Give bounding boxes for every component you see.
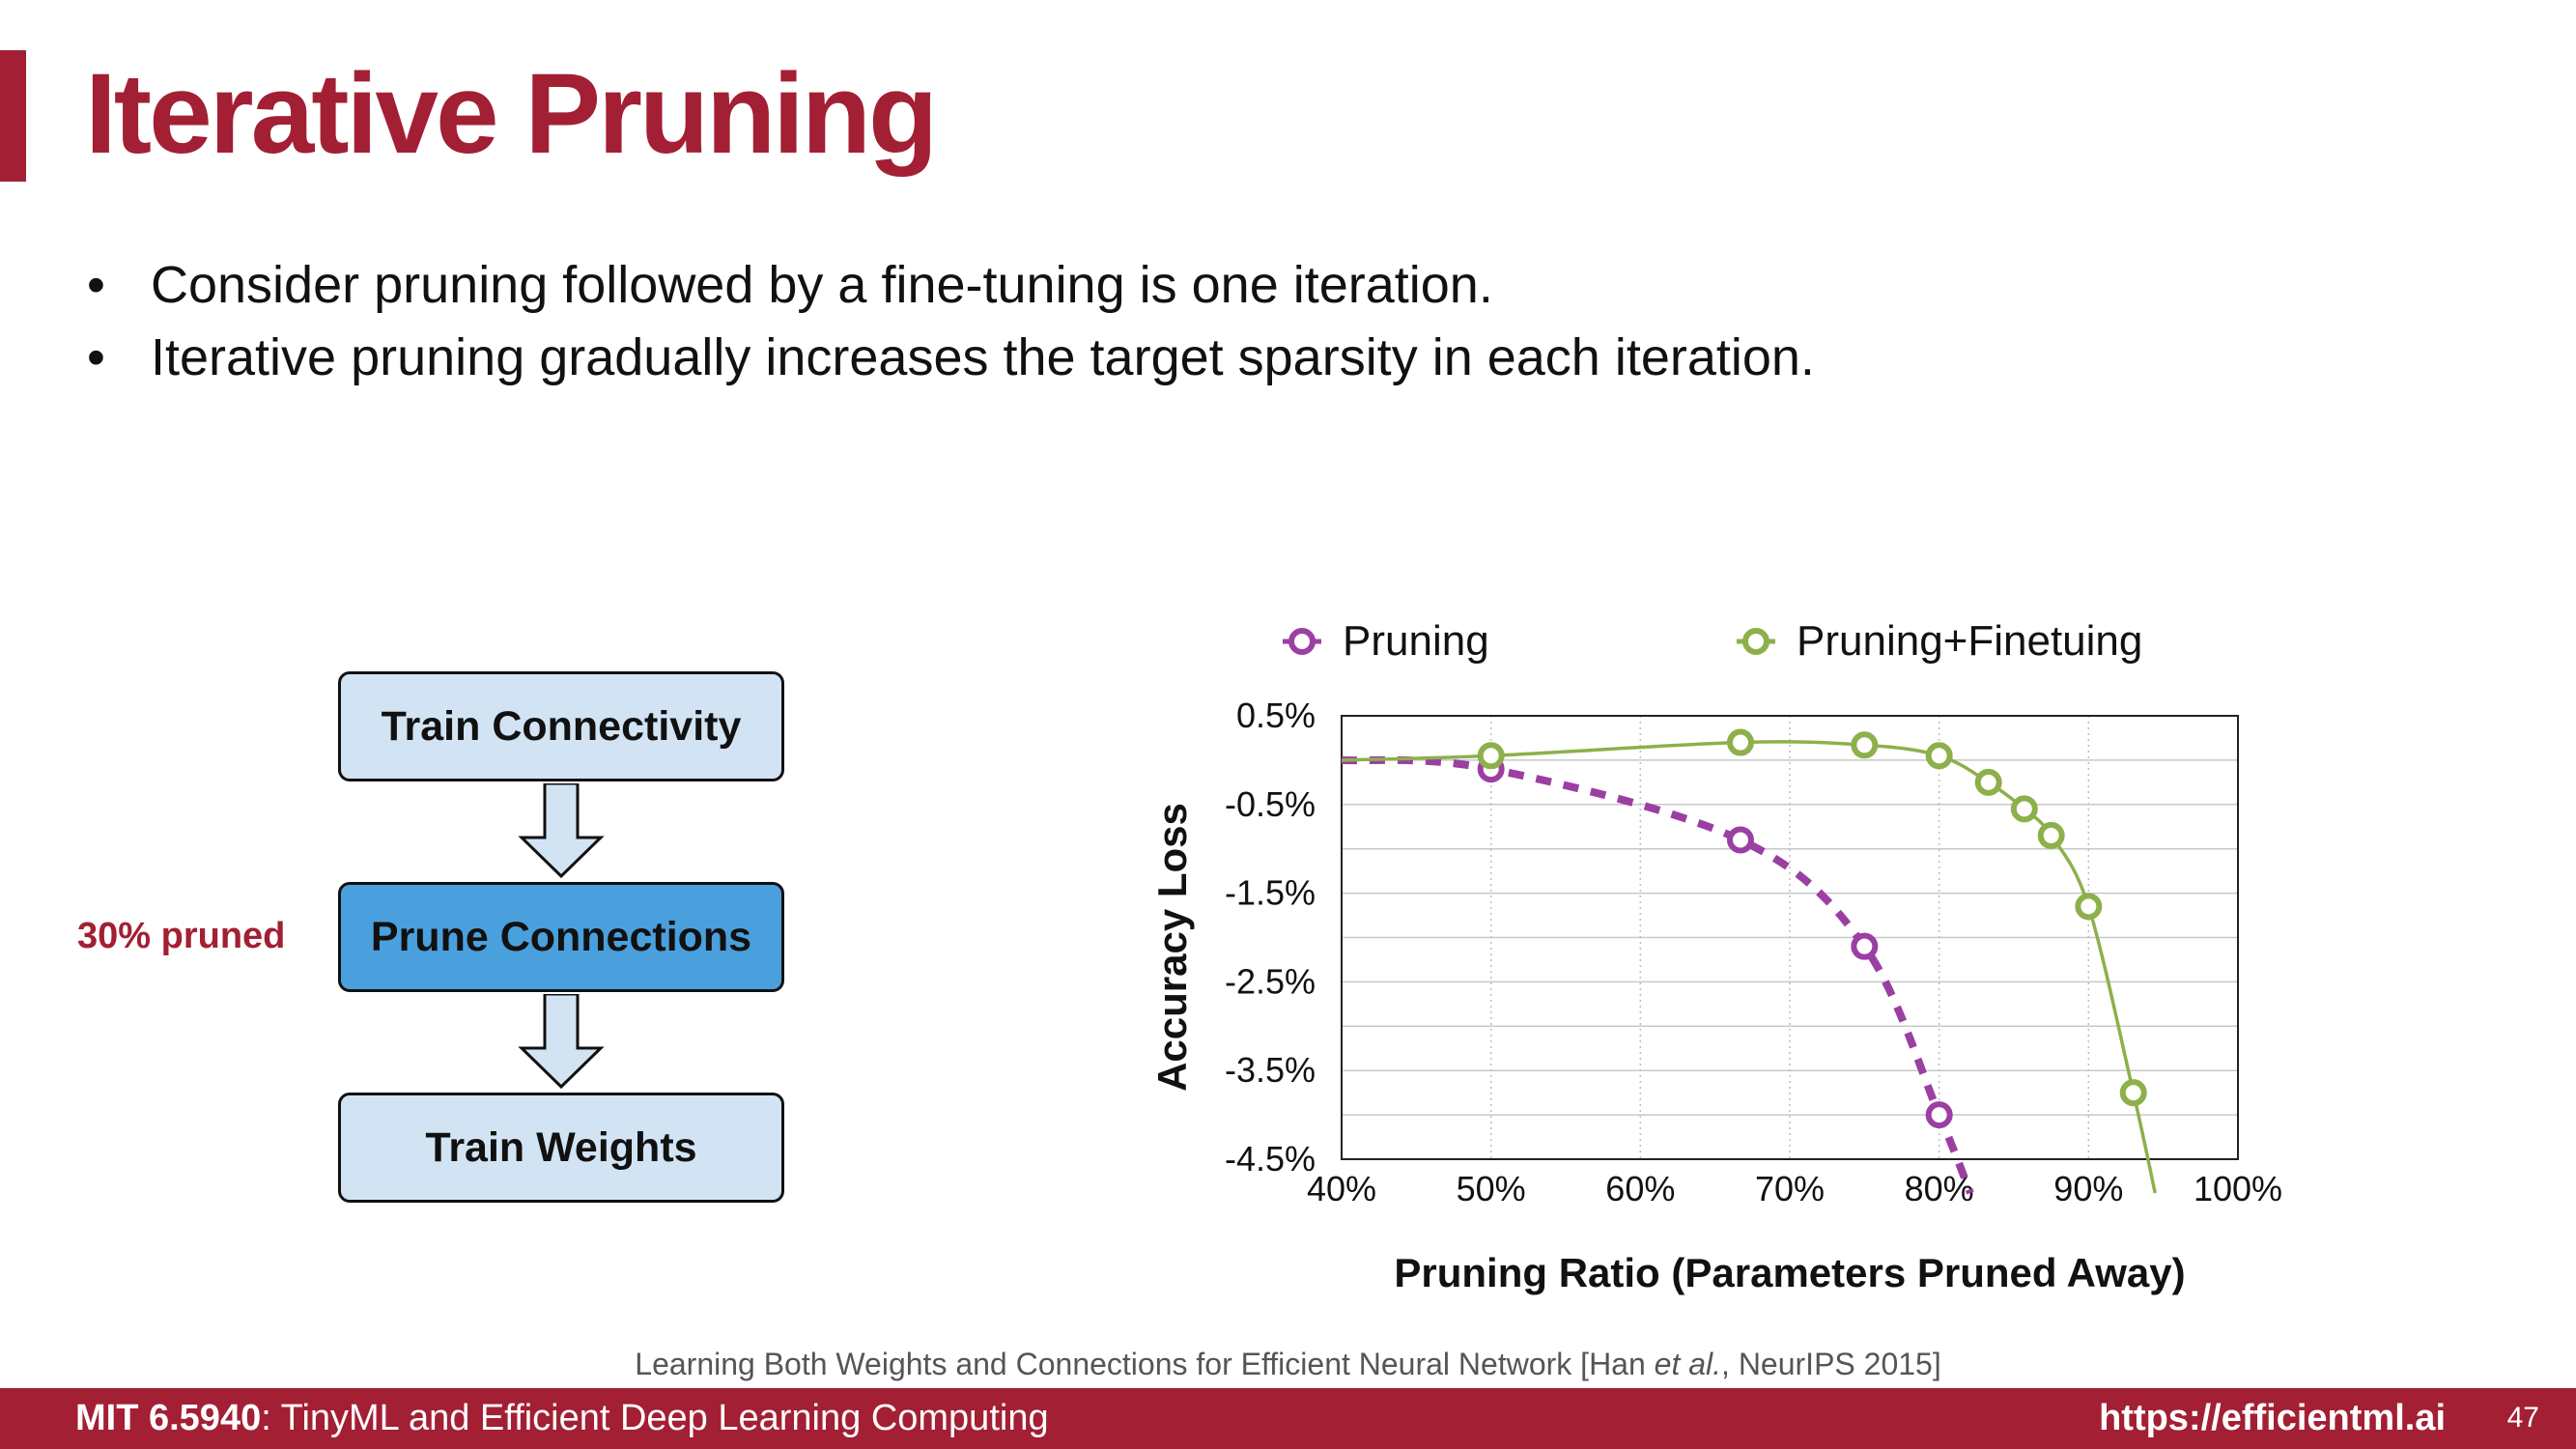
prune-connections-box: Prune Connections [338, 882, 784, 992]
citation-italic: et al. [1654, 1347, 1722, 1381]
y-tick-label: -4.5% [1225, 1139, 1316, 1179]
down-arrow-icon [518, 994, 605, 1090]
bullet-dot: • [87, 256, 105, 314]
train-weights-box: Train Weights [338, 1093, 784, 1203]
train-weights-label: Train Weights [425, 1123, 697, 1171]
page-number: 47 [2506, 1402, 2539, 1434]
y-tick-label: -3.5% [1225, 1050, 1316, 1090]
data-point [1851, 932, 1879, 960]
data-point [2037, 821, 2065, 849]
data-point [1726, 826, 1754, 854]
bullet-list: • Consider pruning followed by a fine-tu… [87, 249, 1815, 394]
series-line [1341, 740, 2157, 1194]
data-point [1925, 1101, 1953, 1129]
data-point [2010, 795, 2038, 823]
accuracy-loss-chart: 40% 50% 60% 70% 80% 90% 100%0.5%-0.5%-1.5%-2.5… [1149, 617, 2282, 1295]
x-tick-label: 40% [1307, 1169, 1376, 1208]
legend-marker [1288, 628, 1316, 655]
bullet-text: Consider pruning followed by a fine-tuni… [151, 256, 1493, 314]
bullet-text: Iterative pruning gradually increases th… [151, 328, 1815, 386]
x-tick-label: 70% [1755, 1169, 1825, 1208]
slide-title: Iterative Pruning [85, 50, 938, 178]
bullet-item: • Consider pruning followed by a fine-tu… [87, 249, 1815, 322]
train-connectivity-box: Train Connectivity [338, 671, 784, 781]
data-point [1925, 742, 1953, 770]
legend-label: Pruning [1343, 617, 1489, 665]
x-tick-label: 90% [2053, 1169, 2123, 1208]
course-url-link[interactable]: https://efficientml.ai [2099, 1398, 2446, 1438]
x-tick-label: 100% [2194, 1169, 2282, 1208]
data-point [1974, 768, 2002, 796]
citation-text: Learning Both Weights and Connections fo… [635, 1347, 1655, 1381]
bullet-item: • Iterative pruning gradually increases … [87, 322, 1815, 394]
y-tick-label: 0.5% [1236, 696, 1316, 735]
y-axis-title: Accuracy Loss [1149, 803, 1195, 1092]
data-point [2119, 1079, 2147, 1107]
y-tick-label: -0.5% [1225, 784, 1316, 824]
citation: Learning Both Weights and Connections fo… [0, 1347, 2576, 1382]
footer-bar: MIT 6.5940: TinyML and Efficient Deep Le… [0, 1388, 2576, 1449]
course-title: : TinyML and Efficient Deep Learning Com… [261, 1398, 1049, 1438]
y-tick-label: -2.5% [1225, 961, 1316, 1001]
plot-frame [1341, 715, 2239, 1160]
data-point [1851, 731, 1879, 759]
pruned-percent-label: 30% pruned [77, 916, 286, 956]
citation-text-end: , NeurIPS 2015] [1721, 1347, 1941, 1381]
legend-marker [1742, 628, 1769, 655]
title-accent-bar [0, 50, 26, 182]
y-tick-label: -1.5% [1225, 873, 1316, 913]
bullet-dot: • [87, 328, 105, 386]
course-code: MIT 6.5940 [75, 1398, 262, 1438]
data-point [2075, 893, 2103, 921]
x-tick-label: 50% [1457, 1169, 1526, 1208]
prune-connections-label: Prune Connections [370, 913, 752, 960]
footer-course: MIT 6.5940: TinyML and Efficient Deep Le… [75, 1398, 1049, 1439]
legend-label: Pruning+Finetuing [1797, 617, 2142, 665]
x-tick-label: 60% [1605, 1169, 1675, 1208]
data-point [1477, 742, 1505, 770]
data-point [1726, 728, 1754, 756]
x-axis-title: Pruning Ratio (Parameters Pruned Away) [1394, 1250, 2185, 1295]
down-arrow-icon [518, 783, 605, 879]
train-connectivity-label: Train Connectivity [381, 702, 742, 750]
series-line [1341, 755, 1974, 1195]
